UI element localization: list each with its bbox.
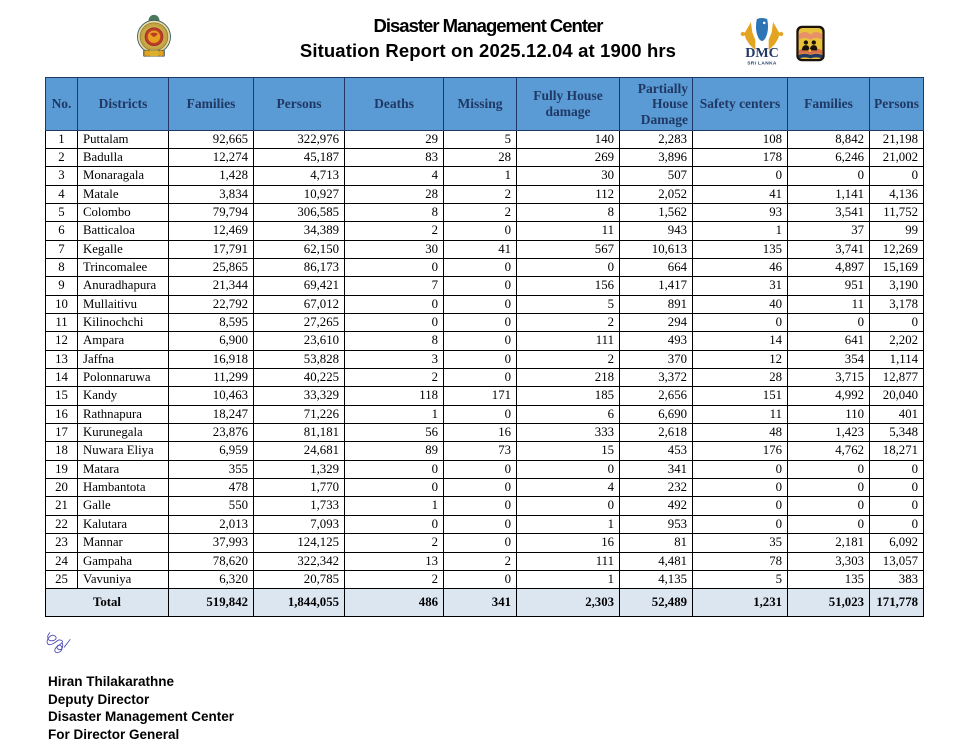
svg-text:SRI LANKA: SRI LANKA: [747, 60, 777, 66]
svg-text:DMC: DMC: [745, 45, 779, 61]
